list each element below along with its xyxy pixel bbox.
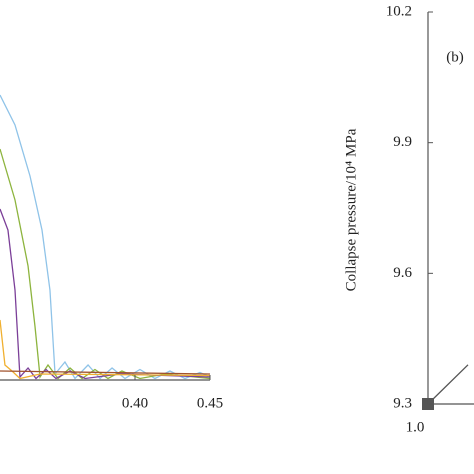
series-line: [0, 148, 211, 380]
x-tick-label: 0.45: [197, 395, 223, 411]
y-tick-label: 9.9: [393, 134, 412, 150]
y-tick-label: 10.2: [386, 3, 412, 19]
y-tick-label: 9.3: [393, 395, 412, 411]
panel-label: (b): [446, 49, 464, 65]
series-line: [427, 364, 469, 405]
x-tick-label: 0.40: [122, 395, 148, 411]
series-line: [0, 319, 211, 380]
series-line: [0, 94, 211, 380]
y-tick-label: 9.6: [393, 265, 412, 281]
y-axis-label: Collapse pressure/10⁴ MPa: [343, 128, 359, 291]
series-line: [0, 370, 211, 375]
x-tick-label: 1.0: [406, 419, 425, 435]
